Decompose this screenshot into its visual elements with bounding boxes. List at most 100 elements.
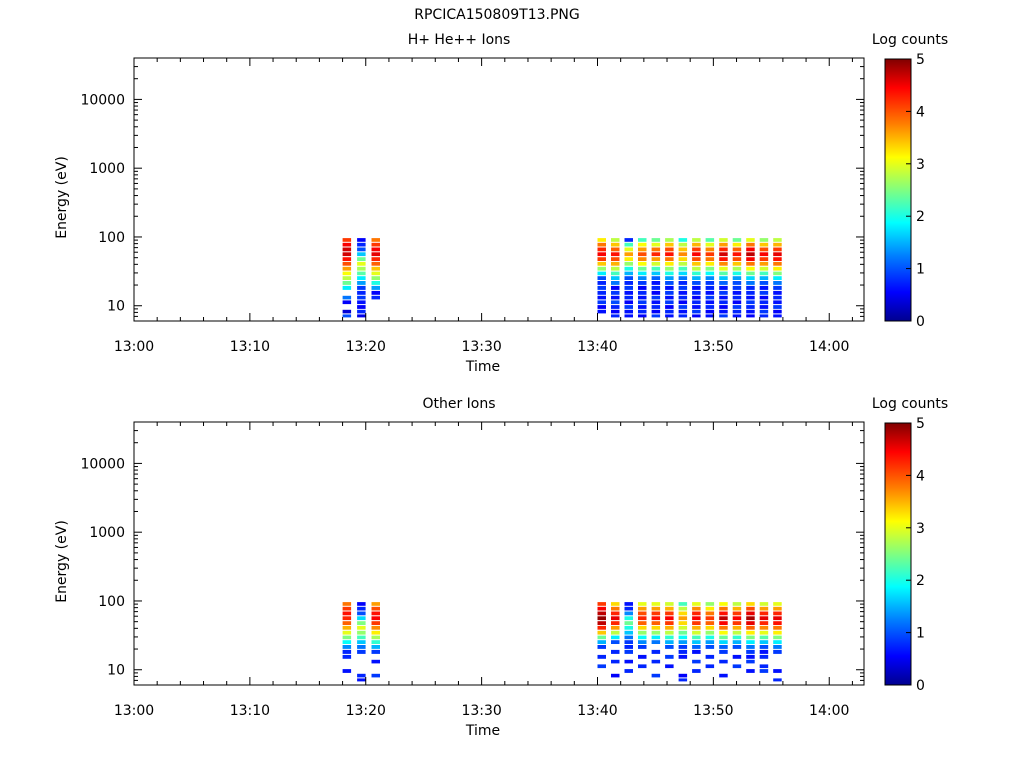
heatmap-cell [759, 621, 769, 625]
heatmap-cell [665, 602, 674, 606]
heatmap-cell [638, 285, 647, 290]
heatmap-cell [597, 625, 606, 630]
heatmap-cell [357, 305, 366, 309]
heatmap-cell [692, 290, 701, 295]
heatmap-cell [638, 261, 647, 266]
heatmap-cell [638, 252, 647, 257]
heatmap-cell [692, 242, 701, 247]
heatmap-cell [705, 276, 715, 280]
heatmap-cell [746, 257, 755, 261]
heatmap-cell [651, 630, 661, 635]
heatmap-cell [371, 611, 380, 616]
heatmap-cell [773, 645, 782, 649]
heatmap-cell [357, 281, 366, 285]
colorbar-tick-label: 2 [916, 573, 925, 589]
heatmap-cell [357, 257, 366, 261]
heatmap-cell [651, 290, 661, 295]
heatmap-cell [759, 625, 769, 630]
figure-title: RPCICA150809T13.PNG [414, 7, 579, 23]
heatmap-cell [759, 285, 769, 290]
heatmap-cell [732, 616, 742, 621]
heatmap-cell [665, 616, 674, 621]
heatmap-cell [597, 238, 606, 242]
heatmap-cell [357, 678, 366, 682]
heatmap-cell [342, 309, 352, 314]
heatmap-cell [759, 247, 769, 252]
heatmap-cell [611, 238, 620, 242]
heatmap-cell [638, 271, 647, 276]
heatmap-cell [665, 290, 674, 295]
heatmap-cell [342, 238, 352, 242]
heatmap-cell [719, 645, 728, 649]
heatmap-cell [624, 669, 633, 673]
heatmap-cell [665, 314, 674, 318]
heatmap-cell [597, 252, 606, 257]
heatmap-cell [773, 606, 782, 611]
y-tick-label: 1000 [89, 525, 125, 541]
heatmap-cell [638, 602, 647, 606]
heatmap-cell [773, 238, 782, 242]
heatmap-cell [651, 261, 661, 266]
heatmap-cell [342, 261, 352, 266]
y-tick-label: 10 [107, 663, 125, 679]
heatmap-cell [692, 649, 701, 654]
heatmap-cell [759, 257, 769, 261]
heatmap-cell [342, 654, 352, 659]
heatmap-cell [705, 654, 715, 659]
heatmap-cell [773, 300, 782, 305]
heatmap-cell [732, 266, 742, 271]
heatmap-cell [342, 257, 352, 261]
colorbar-tick-label: 3 [916, 157, 925, 173]
heatmap-cell [746, 645, 755, 649]
heatmap-cell [773, 616, 782, 621]
heatmap-cell [357, 635, 366, 640]
heatmap-cell [624, 290, 633, 295]
heatmap-cell [597, 271, 606, 276]
heatmap-cell [371, 606, 380, 611]
heatmap-cell [678, 305, 688, 309]
heatmap-cell [692, 625, 701, 630]
heatmap-cell [732, 295, 742, 300]
heatmap-cell [638, 305, 647, 309]
panel-title: H+ He++ Ions [408, 32, 511, 48]
heatmap-cell [705, 611, 715, 616]
heatmap-cell [773, 242, 782, 247]
heatmap-cell [759, 654, 769, 659]
heatmap-cell [692, 261, 701, 266]
heatmap-cell [773, 285, 782, 290]
heatmap-cell [611, 640, 620, 644]
heatmap-cell [597, 300, 606, 305]
heatmap-cell [719, 266, 728, 271]
x-tick-label: 13:00 [114, 339, 154, 355]
heatmap-cell [719, 659, 728, 664]
heatmap-cell [651, 247, 661, 252]
x-axis-label: Time [465, 723, 500, 739]
heatmap-cell [746, 625, 755, 630]
heatmap-cell [651, 611, 661, 616]
heatmap-cell [719, 616, 728, 621]
heatmap-cell [371, 649, 380, 654]
heatmap-cell [342, 281, 352, 285]
heatmap-cell [678, 252, 688, 257]
heatmap-cell [624, 616, 633, 621]
heatmap-cell [759, 276, 769, 280]
heatmap-cell [692, 252, 701, 257]
heatmap-cell [773, 630, 782, 635]
heatmap-cell [638, 654, 647, 659]
heatmap-cell [678, 295, 688, 300]
heatmap-cell [611, 314, 620, 318]
heatmap-cell [651, 673, 661, 678]
heatmap-cell [773, 611, 782, 616]
heatmap-cell [357, 247, 366, 252]
heatmap-cell [611, 305, 620, 309]
heatmap-cell [597, 309, 606, 314]
heatmap-cell [638, 295, 647, 300]
x-tick-label: 13:20 [346, 339, 386, 355]
heatmap-cell [638, 276, 647, 280]
heatmap-cell [732, 305, 742, 309]
heatmap-cell [651, 616, 661, 621]
heatmap-cell [624, 606, 633, 611]
heatmap-cell [759, 635, 769, 640]
colorbar [884, 58, 912, 322]
heatmap-cell [719, 649, 728, 654]
